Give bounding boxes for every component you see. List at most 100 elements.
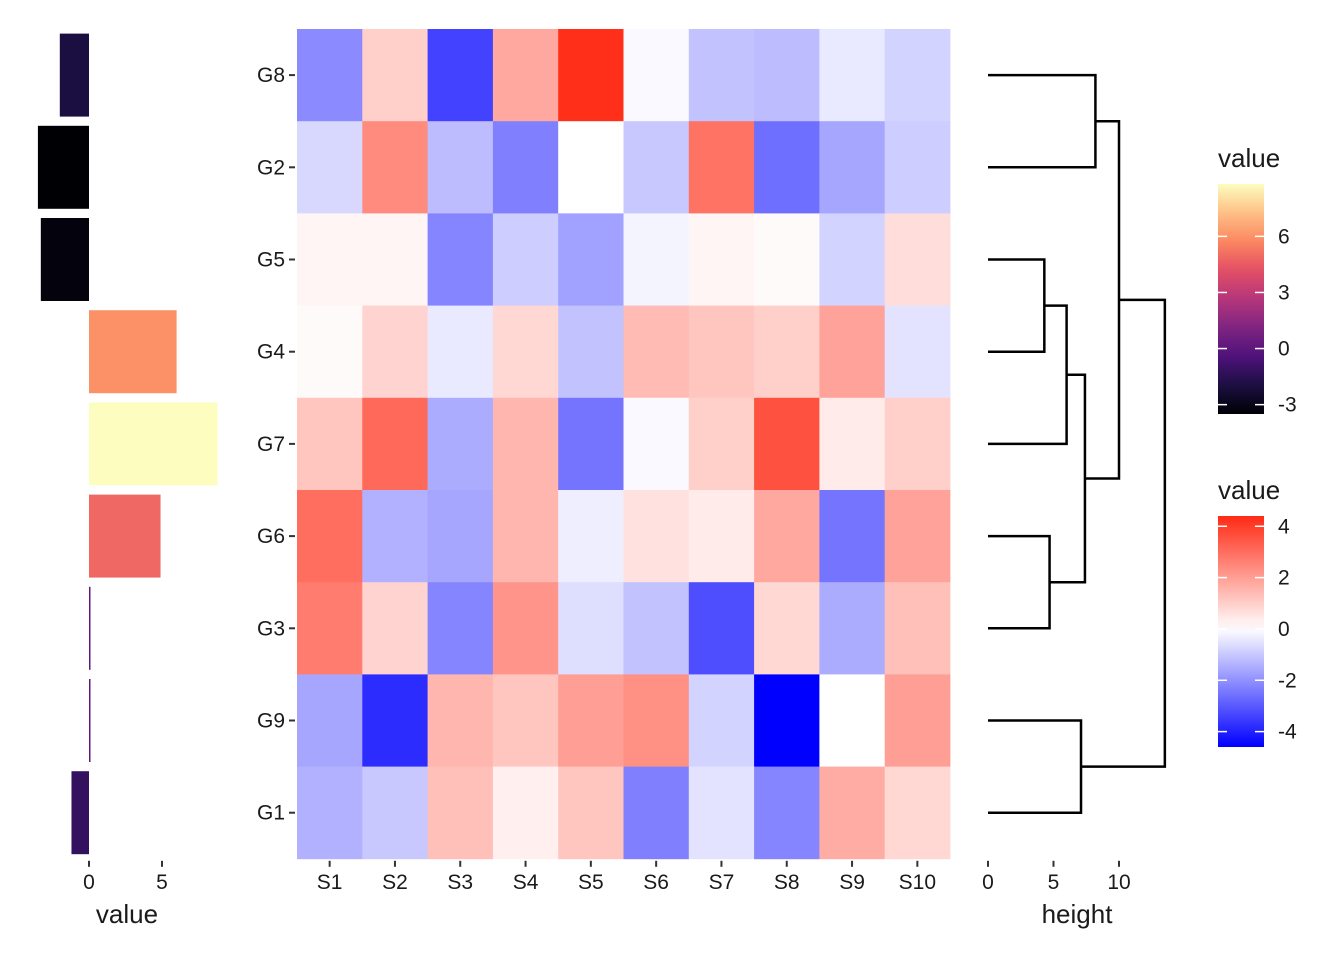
heatmap-cell [688,213,755,306]
heatmap-cell [297,213,363,306]
heatmap-cell [427,305,494,399]
heatmap-cell [884,121,951,214]
heatmap-cell [297,397,363,491]
bar-x-axis-title: value [96,899,158,929]
bar [89,494,161,578]
heatmap-cell [623,397,690,491]
dendrogram-x-tick-label: 10 [1107,871,1130,894]
heatmap-cell [492,213,559,306]
dendrogram-x-tick-label: 0 [982,871,994,894]
heatmap-cell [884,674,951,767]
legends: value 6 3 0 -3 value 4 2 0 -2 -4 [1218,143,1297,747]
dendrogram-branch [988,73,1097,169]
heatmap-cell [558,305,624,399]
bar-x-tick-label: 0 [83,871,95,894]
heatmap-cell [427,582,494,675]
heatmap-cell [754,674,820,767]
bar [89,679,91,762]
heatmap-cell [362,29,428,122]
legend-tick-label: 0 [1278,618,1290,641]
heatmap-cell [558,397,624,491]
legend-tick-label: -4 [1278,721,1297,744]
heatmap-cell [754,490,820,583]
row-label: G9 [257,710,285,733]
legend-title: value [1218,143,1280,173]
heatmap-cell [754,766,820,860]
heatmap-cell [819,29,886,122]
heatmap-cell [688,674,755,767]
bar [59,33,89,117]
heatmap-cell [754,305,820,399]
heatmap-cell [427,766,494,860]
heatmap-cell [492,766,559,860]
heatmap-cell [754,213,820,306]
column-label: S4 [513,871,539,894]
dendrogram-panel: 0 5 10 [982,73,1167,894]
row-label: G5 [257,249,285,272]
heatmap-cell [623,582,690,675]
heatmap-cell [688,766,755,860]
heatmap-cell [884,213,951,306]
heatmap-cell [427,213,494,306]
heatmap-cell [492,305,559,399]
heatmap-cell [297,582,363,675]
heatmap-cell [884,766,951,860]
heatmap-cell [819,766,886,860]
column-label: S9 [839,871,865,894]
dendrogram-branch [1081,298,1167,768]
heatmap-cell [558,674,624,767]
heatmap-cell [623,490,690,583]
heatmap-cell [362,674,428,767]
column-label: S2 [382,871,408,894]
column-label: S10 [899,871,936,894]
heatmap-cell [688,121,755,214]
column-label: S5 [578,871,604,894]
legend-tick-label: 6 [1278,225,1290,248]
row-label: G4 [257,341,285,364]
heatmap-cell [427,121,494,214]
heatmap-cell [492,121,559,214]
bar-x-tick-label: 5 [156,871,168,894]
heatmap-cell [819,582,886,675]
heatmap-cell [492,490,559,583]
heatmap-cell [492,29,559,122]
dendrogram-branch [988,719,1083,814]
heatmap-cell [623,305,690,399]
legend-tick-label: 4 [1278,515,1290,538]
bar [89,310,177,394]
heatmap-cell [297,674,363,767]
heatmap-cell [754,121,820,214]
heatmap-cell [362,305,428,399]
row-label: G2 [257,156,285,179]
heatmap-cell [492,582,559,675]
heatmap-cell [688,397,755,491]
column-label: S1 [317,871,343,894]
heatmap-cell [623,29,690,122]
heatmap-cell [427,397,494,491]
heatmap-cell [492,397,559,491]
heatmap-cell [297,121,363,214]
heatmap-cell [623,121,690,214]
dendrogram-branch [988,258,1046,353]
heatmap-cell [754,397,820,491]
heatmap-cell [884,397,951,491]
heatmap-cell [819,305,886,399]
bar [71,771,89,855]
heatmap-cell [362,397,428,491]
heatmap-cell [558,213,624,306]
legend-tick-label: -3 [1278,394,1297,417]
heatmap-cell [688,305,755,399]
heatmap-cell [884,305,951,399]
bar [89,586,91,670]
bar [37,125,89,209]
heatmap-cell [884,29,951,122]
row-label: G7 [257,433,285,456]
row-label: G1 [257,802,285,825]
row-label: G6 [257,525,285,548]
heatmap-cell [427,29,494,122]
heatmap-cell [427,674,494,767]
bar [89,402,218,486]
dendrogram-x-tick-label: 5 [1048,871,1060,894]
magma-colorbar [1218,184,1264,414]
heatmap-cell [623,766,690,860]
